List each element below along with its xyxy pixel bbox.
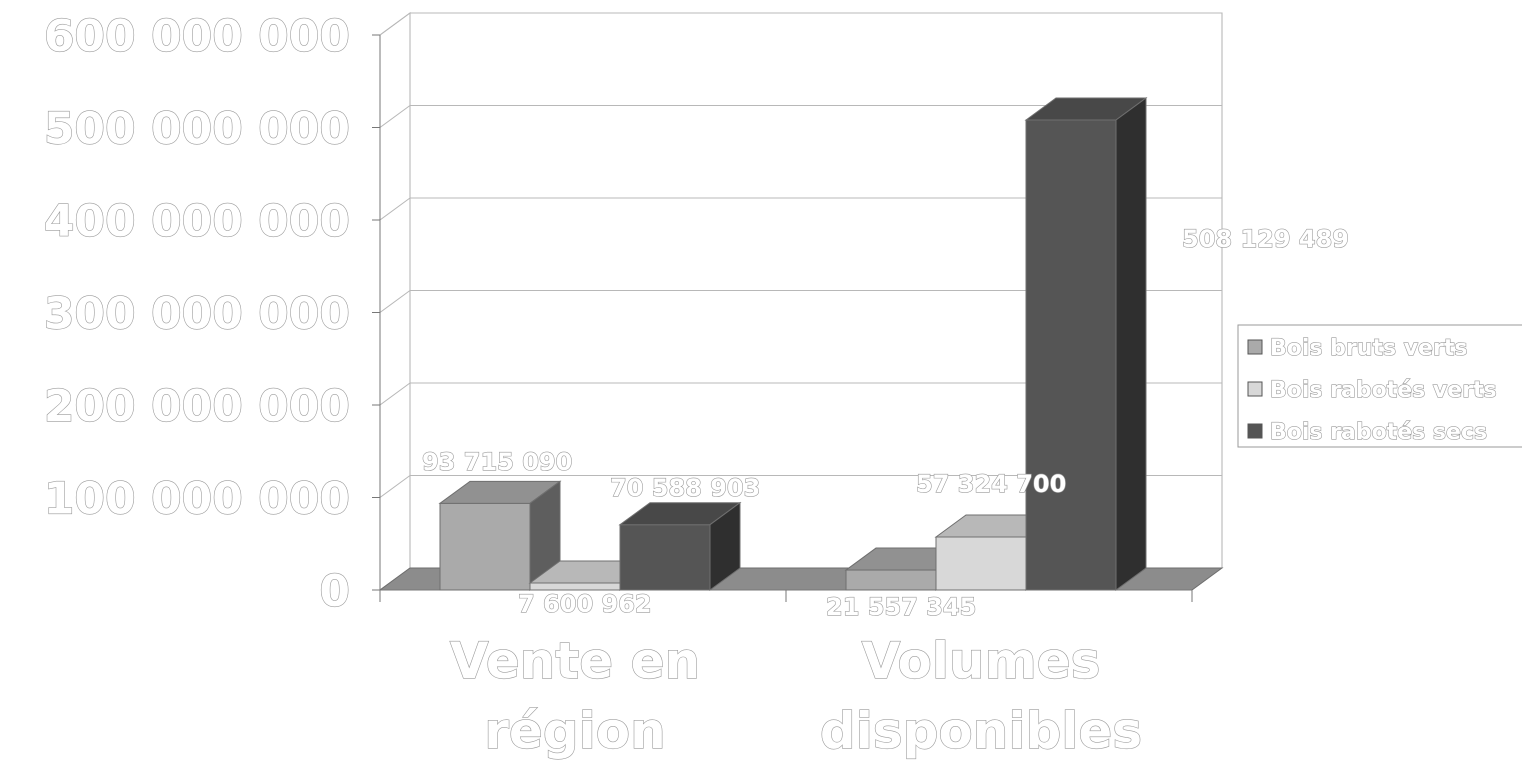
legend-label: Bois bruts verts xyxy=(1270,336,1467,361)
gridline xyxy=(379,382,1222,406)
data-label: 508 129 489 xyxy=(1182,225,1349,253)
bar-front xyxy=(845,569,937,591)
data-label: 21 557 345 xyxy=(826,593,976,621)
data-label: 57 324 700 xyxy=(916,470,1066,498)
data-labels: 93 715 090 7 600 962 70 588 903 21 557 345 5… xyxy=(421,224,1349,621)
bar-front xyxy=(439,502,531,591)
bar xyxy=(1024,96,1148,591)
y-tick-label: 300 000 000 xyxy=(44,289,350,340)
legend-item: Bois rabotés secs xyxy=(1247,419,1488,446)
legend-label: Bois rabotés secs xyxy=(1270,420,1487,445)
data-label: 70 588 903 xyxy=(610,474,760,502)
y-tick-label: 200 000 000 xyxy=(44,381,350,432)
bar-front xyxy=(1025,119,1117,591)
legend-item: Bois bruts verts xyxy=(1247,335,1468,362)
bar-front xyxy=(529,582,621,591)
x-tick-label-line: région xyxy=(484,702,665,760)
legend-box xyxy=(1237,324,1522,448)
legend-label: Bois rabotés verts xyxy=(1270,378,1497,403)
gridline xyxy=(379,12,1222,36)
category-labels: Vente en région Volumes disponibles xyxy=(449,631,1142,760)
y-tick-label: 100 000 000 xyxy=(44,474,350,525)
legend-swatch xyxy=(1247,423,1263,439)
legend: Bois bruts verts Bois rabotés verts Bois r… xyxy=(1237,324,1522,448)
x-tick-label: Volumes disponibles xyxy=(820,632,1142,760)
legend-swatch xyxy=(1247,381,1263,397)
y-tick-label: 500 000 000 xyxy=(44,104,350,155)
x-tick-label: Vente en région xyxy=(450,632,700,760)
x-tick-label-line: Vente en xyxy=(450,632,700,690)
bar xyxy=(934,513,1058,591)
gridlines xyxy=(379,12,1222,498)
legend-swatch xyxy=(1247,339,1263,355)
gridline xyxy=(379,475,1222,498)
legend-item: Bois rabotés verts xyxy=(1247,377,1497,404)
y-axis-tick-labels: 0 100 000 000 200 000 000 300 000 000 400 00… xyxy=(43,10,350,617)
y-tick-label: 400 000 000 xyxy=(44,196,350,247)
x-tick-label-line: disponibles xyxy=(820,702,1142,760)
data-label: 7 600 962 xyxy=(518,590,652,618)
y-tick-label: 600 000 000 xyxy=(44,11,350,62)
bar xyxy=(618,501,742,591)
bar-front xyxy=(935,536,1027,591)
y-tick-label: 0 xyxy=(319,566,350,617)
gridline xyxy=(379,197,1222,221)
bar-side xyxy=(709,501,741,591)
bar xyxy=(438,480,562,591)
gridline xyxy=(379,290,1222,313)
x-tick-label-line: Volumes xyxy=(862,632,1101,690)
bars xyxy=(438,96,1148,591)
data-label: 93 715 090 xyxy=(422,448,572,476)
bar-front xyxy=(619,524,711,591)
gridline xyxy=(379,105,1222,128)
bar-side xyxy=(1115,96,1147,591)
